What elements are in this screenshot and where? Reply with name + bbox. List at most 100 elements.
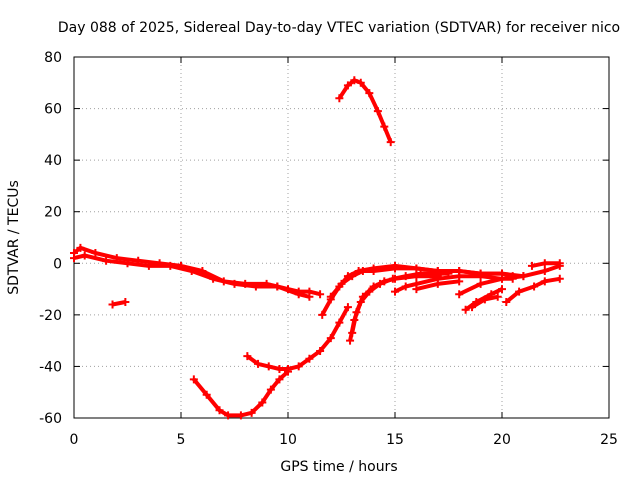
data-point-main-trend-b [123,259,132,268]
data-point-tail-b [476,279,485,288]
data-point-main-trend-b [166,261,175,270]
data-point-dip-a [202,390,211,399]
series-rise-d [350,274,438,334]
data-point-mid-b [391,287,399,296]
data-point-rise-d [369,282,378,291]
data-point-dip-b [316,346,325,355]
data-point-segment-2h [121,297,130,306]
plot-frame [73,56,610,419]
data-point-tail-b [498,274,506,283]
series-arc-high [337,78,393,143]
data-point-main-trend-b [230,279,239,288]
data-point-arc-high [356,78,365,87]
data-point-segment-2h [108,300,117,309]
data-point-tail-e [555,259,564,268]
series-dip-a [192,370,290,418]
data-point-rise-d [352,308,361,317]
data-point-dip-a [247,408,256,417]
data-point-mid-b [401,282,410,291]
data-point-mid-c [412,285,421,294]
series-layer [70,76,564,420]
data-point-dip-b [275,365,284,374]
data-point-arc-high [343,81,352,90]
data-point-tail-c [502,297,511,306]
x-tick-label: 0 [70,432,79,448]
data-point-tail-b [519,272,528,281]
y-tick-label: -20 [39,308,62,324]
data-point-tail-d [480,295,489,304]
data-point-dip-a [215,406,224,415]
data-point-tail-e [527,261,536,270]
data-point-mid-c [455,277,464,286]
ticks-layer: 0 5 10 15 20 25 -60 -40 -20 0 20 40 60 80 [39,50,618,448]
data-point-main-trend-b [144,261,153,270]
data-point-rise-d [391,274,399,283]
y-tick-label: 20 [44,205,62,221]
data-point-rise-b [326,292,335,301]
data-point-dip-b [335,318,344,327]
y-tick-label: -60 [39,411,62,427]
chart-title: Day 088 of 2025, Sidereal Day-to-day VTE… [58,20,620,36]
x-tick-label: 5 [177,432,186,448]
x-tick-label: 15 [386,432,404,448]
grid-layer [74,57,609,418]
data-point-main-trend-b [70,254,78,263]
data-point-tail-a [498,285,506,294]
data-point-dip-a [266,385,275,394]
data-point-rise-b [348,272,357,281]
data-point-main-trend-a [76,243,85,252]
data-point-main-trend-b [273,282,282,291]
data-point-tail-b [455,290,464,299]
data-point-tail-c [515,287,524,296]
data-point-dip-b [343,303,352,312]
data-point-rise-d [412,272,421,281]
data-point-main-trend-b [209,274,218,283]
data-point-dip-b [254,359,263,368]
data-point-arc-high [386,138,395,147]
data-point-main-trend-b [187,267,196,276]
data-point-dip-a [236,411,245,420]
data-point-dip-b [243,352,252,361]
x-tick-label: 10 [279,432,297,448]
data-point-main-trend-b [294,290,303,299]
data-point-arc-high [335,94,344,103]
data-point-tail-b [540,267,549,276]
y-tick-label: 40 [44,153,62,169]
x-tick-label: 20 [493,432,511,448]
data-point-dip-b [264,362,273,371]
data-point-main-trend-b [305,292,314,301]
data-point-rise-d [348,328,357,337]
y-tick-label: -40 [39,359,62,375]
data-point-rise-d [380,277,389,286]
series-tail-c [505,276,561,304]
data-point-dip-b [326,334,335,343]
data-point-tail-c [555,274,564,283]
data-point-arc-high [380,122,389,131]
y-tick-label: 80 [44,50,62,66]
data-point-dip-b [284,365,292,374]
data-point-tail-d [468,303,477,312]
y-tick-label: 60 [44,102,62,118]
data-point-tail-e [540,259,549,268]
x-tick-label: 25 [600,432,618,448]
data-point-arc-high [350,76,359,85]
data-point-arc-high [373,107,382,116]
data-point-tail-d [493,292,502,301]
data-point-rise-b [358,267,367,276]
data-point-dip-b [305,354,314,363]
data-point-rise-b [391,264,399,273]
data-point-dip-a [189,375,198,384]
y-axis-label: SDTVAR / TECUs [6,180,22,295]
data-point-rise-b [412,264,421,273]
data-point-main-trend-b [80,251,89,260]
y-tick-label: 0 [53,256,62,272]
data-point-mid-c [433,279,442,288]
data-point-main-trend-b [102,256,111,265]
data-point-rise-a [318,310,327,319]
data-point-dip-a [275,375,284,384]
data-point-main-trend-b [251,282,260,291]
x-axis-label: GPS time / hours [280,459,397,475]
data-point-rise-b [337,279,346,288]
data-point-mid-b [476,272,485,281]
